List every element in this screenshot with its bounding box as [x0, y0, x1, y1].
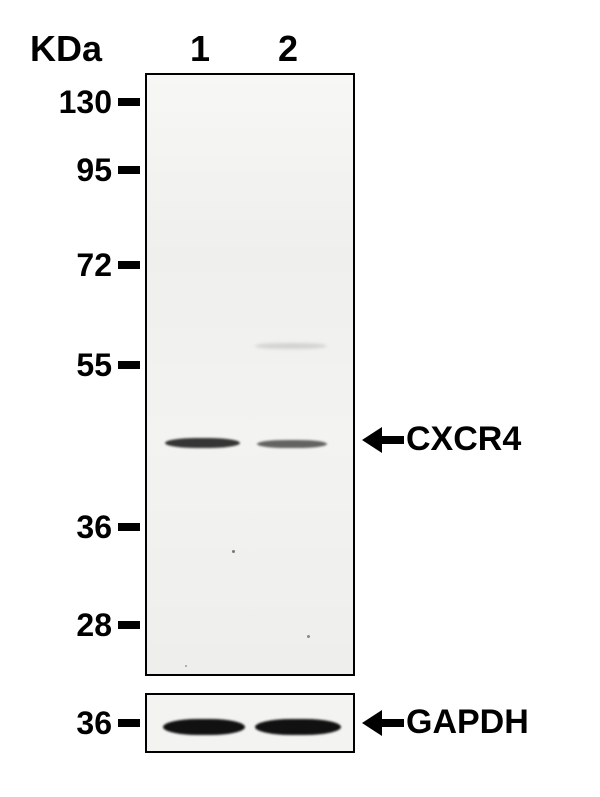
marker-72: 72 — [76, 247, 112, 284]
marker-36-gapdh: 36 — [76, 705, 112, 742]
speckle — [307, 635, 310, 638]
band-cxcr4-lane2 — [257, 440, 327, 448]
marker-36: 36 — [76, 509, 112, 546]
marker-tick — [118, 719, 140, 727]
band-faint — [255, 343, 327, 349]
band-gapdh-lane2 — [255, 719, 341, 735]
gapdh-label: GAPDH — [406, 703, 529, 742]
band-cxcr4-lane1 — [165, 438, 240, 448]
main-blot — [145, 73, 355, 676]
kda-header: KDa — [30, 28, 102, 70]
speckle — [185, 665, 187, 667]
speckle — [232, 550, 235, 553]
lane-label-1: 1 — [190, 28, 210, 70]
arrow-line — [380, 719, 404, 727]
marker-55: 55 — [76, 347, 112, 384]
marker-tick — [118, 621, 140, 629]
cxcr4-label: CXCR4 — [406, 420, 521, 459]
marker-tick — [118, 361, 140, 369]
marker-28: 28 — [76, 607, 112, 644]
arrow-head-icon — [362, 710, 382, 736]
arrow-line — [380, 436, 404, 444]
marker-130: 130 — [59, 84, 112, 121]
gapdh-blot — [145, 693, 355, 753]
marker-95: 95 — [76, 152, 112, 189]
lane-label-2: 2 — [278, 28, 298, 70]
band-gapdh-lane1 — [163, 719, 245, 735]
marker-tick — [118, 261, 140, 269]
marker-tick — [118, 166, 140, 174]
marker-tick — [118, 98, 140, 106]
arrow-head-icon — [362, 427, 382, 453]
marker-tick — [118, 523, 140, 531]
